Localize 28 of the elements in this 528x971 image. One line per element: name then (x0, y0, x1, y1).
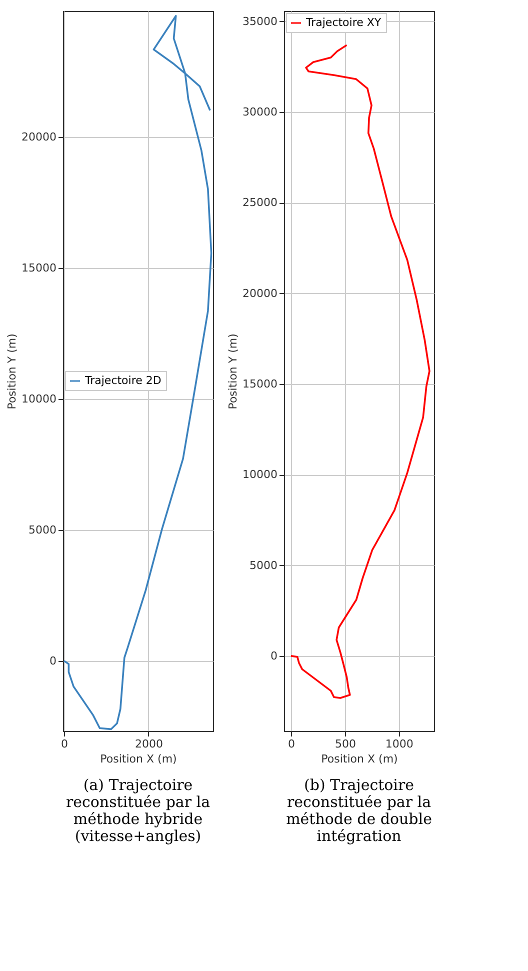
y-tick-label: 30000 (242, 105, 278, 118)
line-series (63, 14, 212, 730)
x-tick-label: 1000 (385, 738, 414, 750)
y-tick-label: 35000 (242, 14, 278, 28)
legend-label: Trajectoire XY (305, 16, 382, 29)
y-tick-label: 10000 (22, 392, 56, 406)
x-tick-label: 0 (288, 738, 296, 750)
y-tick-label: 5000 (28, 523, 56, 536)
y-tick-label: 20000 (22, 130, 56, 144)
y-tick-label: 0 (270, 649, 278, 662)
y-tick-label: 20000 (242, 286, 278, 300)
x-axis-title: Position X (m) (321, 752, 398, 766)
legend-label: Trajectoire 2D (84, 374, 162, 387)
line-series (290, 44, 430, 699)
text: (b) Trajectoire reconstituée par la méthode de double intégration (286, 776, 432, 845)
x-tick-label: 0 (61, 738, 68, 750)
x-tick-label: 2000 (134, 738, 163, 750)
y-axis-title: Position Y (m) (226, 334, 240, 410)
y-tick-label: 25000 (242, 196, 278, 210)
y-tick-label: 10000 (242, 468, 278, 482)
y-tick-label: 0 (50, 654, 56, 668)
y-tick-label: 15000 (22, 262, 56, 275)
y-tick-label: 15000 (242, 377, 278, 390)
y-axis-title: Position Y (m) (6, 334, 19, 410)
y-tick-label: 5000 (250, 558, 278, 572)
x-tick-label: 500 (334, 738, 356, 750)
text: (a) Trajectoire reconstituée par la méthode hybride (vitesse+angles) (66, 776, 210, 845)
x-axis-title: Position X (m) (100, 752, 177, 766)
